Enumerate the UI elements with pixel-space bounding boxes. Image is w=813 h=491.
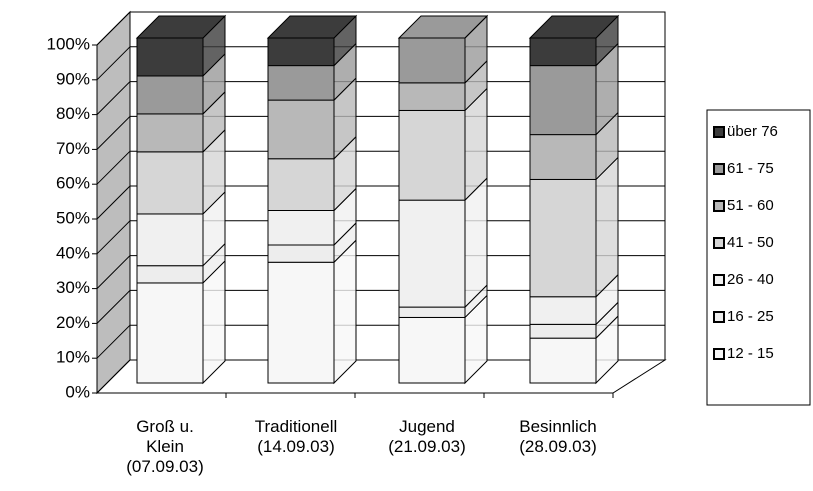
bar-segment (529, 323, 597, 339)
x-tick-line: Traditionell (255, 417, 338, 436)
legend-label: 26 - 40 (727, 271, 774, 288)
x-tick-line: (21.09.03) (388, 437, 466, 456)
bar-segment (136, 265, 204, 284)
legend-label: über 76 (727, 123, 778, 140)
legend-swatch (713, 163, 725, 175)
grid-line (96, 11, 665, 46)
y-tick-label: 40% (56, 243, 90, 262)
bar-segment (398, 316, 466, 384)
x-tick-line: (14.09.03) (257, 437, 335, 456)
bar-segment (398, 82, 466, 111)
y-tick-label: 50% (56, 208, 90, 227)
bar-segment (529, 65, 597, 136)
legend-swatch (713, 348, 725, 360)
bar-segment (267, 65, 335, 101)
bar-segment (267, 37, 335, 67)
y-tick-label: 100% (47, 34, 90, 53)
x-tick-line: Klein (146, 437, 184, 456)
bar-segment (398, 306, 466, 318)
bar-segment (398, 199, 466, 308)
x-tick-label: Groß u. Klein (07.09.03) (126, 417, 204, 476)
bar-segment (267, 210, 335, 246)
bar-segment (136, 151, 204, 215)
x-tick-label: Traditionell (14.09.03) (255, 417, 338, 456)
legend-label: 41 - 50 (727, 234, 774, 251)
bar-segment (136, 75, 204, 115)
legend-label: 61 - 75 (727, 160, 774, 177)
x-tick-label: Jugend (21.09.03) (388, 417, 466, 456)
legend-swatch (713, 311, 725, 323)
bar-segment (267, 244, 335, 263)
legend-swatch (713, 126, 725, 138)
bar-segment (267, 99, 335, 160)
bar-segment (136, 282, 204, 384)
legend-swatch (713, 274, 725, 286)
legend-label: 51 - 60 (727, 197, 774, 214)
x-tick-line: (28.09.03) (519, 437, 597, 456)
bar-segment (136, 213, 204, 267)
legend-swatch (713, 237, 725, 249)
bar-top (135, 15, 227, 39)
x-tick-line: (07.09.03) (126, 457, 204, 476)
legend-label: 16 - 25 (727, 308, 774, 325)
y-tick-label: 0% (65, 382, 90, 401)
bar-segment (398, 109, 466, 201)
bar-segment (529, 178, 597, 298)
y-tick-label: 70% (56, 139, 90, 158)
bar-segment (398, 37, 466, 84)
bar-segment (529, 296, 597, 325)
bar-top (528, 15, 620, 39)
y-tick-label: 90% (56, 69, 90, 88)
legend-swatch (713, 200, 725, 212)
bar-side (595, 156, 619, 298)
bar-segment (267, 261, 335, 384)
y-tick-label: 80% (56, 104, 90, 123)
x-tick-line: Besinnlich (519, 417, 597, 436)
y-tick-label: 20% (56, 313, 90, 332)
y-tick-label: 30% (56, 278, 90, 297)
bar-segment (136, 113, 204, 153)
x-tick-label: Besinnlich (28.09.03) (519, 417, 597, 456)
bar-segment (529, 37, 597, 67)
y-tick-label: 60% (56, 174, 90, 193)
bar-side (464, 15, 488, 39)
bar-top (266, 15, 358, 39)
y-tick-label: 10% (56, 348, 90, 367)
legend-label: 12 - 15 (727, 345, 774, 362)
bar-segment (136, 37, 204, 77)
bar-segment (529, 337, 597, 384)
x-tick-line: Jugend (399, 417, 455, 436)
bar-side (333, 239, 357, 385)
x-tick-line: Groß u. (136, 417, 194, 436)
bar-segment (529, 134, 597, 180)
bar-segment (267, 158, 335, 211)
